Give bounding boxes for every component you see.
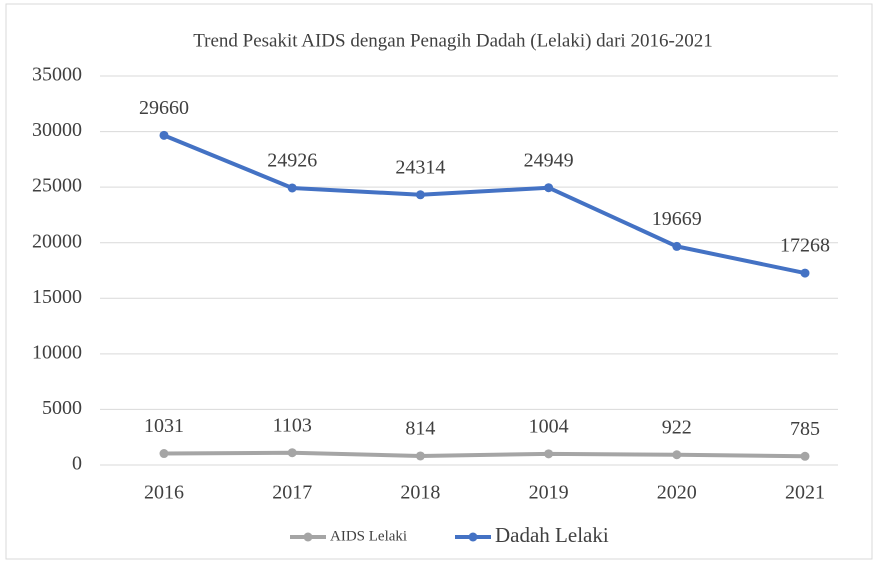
point — [415, 451, 425, 461]
x-tick-label: 2016 — [144, 482, 184, 504]
y-tick-label: 30000 — [32, 119, 82, 141]
point — [800, 451, 810, 461]
data-label: 19669 — [652, 208, 702, 230]
data-label: 785 — [790, 418, 820, 440]
x-tick-label: 2021 — [785, 482, 825, 504]
chart-title: Trend Pesakit AIDS dengan Penagih Dadah … — [193, 30, 713, 51]
point — [544, 449, 554, 459]
series-line — [163, 133, 806, 276]
point — [287, 183, 297, 193]
legend-label: AIDS Lelaki — [330, 528, 407, 544]
y-tick-label: 15000 — [32, 286, 82, 308]
point — [672, 241, 682, 251]
point — [544, 183, 554, 193]
y-tick-label: 0 — [72, 453, 82, 475]
x-tick-label: 2018 — [400, 482, 440, 504]
series-line — [163, 450, 806, 459]
point — [159, 449, 169, 459]
data-label: 1103 — [273, 414, 312, 436]
y-tick-label: 20000 — [32, 230, 82, 252]
data-label: 814 — [405, 418, 435, 440]
x-tick-label: 2020 — [657, 482, 697, 504]
data-label: 24314 — [395, 156, 445, 178]
point — [159, 130, 169, 140]
y-tick-label: 25000 — [32, 175, 82, 197]
point — [415, 190, 425, 200]
point — [800, 268, 810, 278]
y-tick-label: 10000 — [32, 341, 82, 363]
legend-marker — [468, 532, 478, 542]
x-tick-label: 2017 — [272, 482, 312, 504]
chart-border — [5, 3, 873, 560]
y-tick-label: 35000 — [32, 64, 82, 86]
x-tick-label: 2019 — [529, 482, 569, 504]
legend-marker — [303, 532, 313, 542]
point — [287, 448, 297, 458]
data-label: 24949 — [524, 149, 574, 171]
data-label: 922 — [662, 416, 692, 438]
data-label: 1004 — [529, 415, 569, 437]
data-label: 29660 — [139, 97, 189, 119]
data-label: 1031 — [144, 415, 184, 437]
data-label: 17268 — [780, 235, 830, 257]
point — [672, 450, 682, 460]
y-tick-label: 5000 — [42, 397, 82, 419]
legend-label: Dadah Lelaki — [495, 523, 609, 547]
data-label: 24926 — [267, 150, 317, 172]
